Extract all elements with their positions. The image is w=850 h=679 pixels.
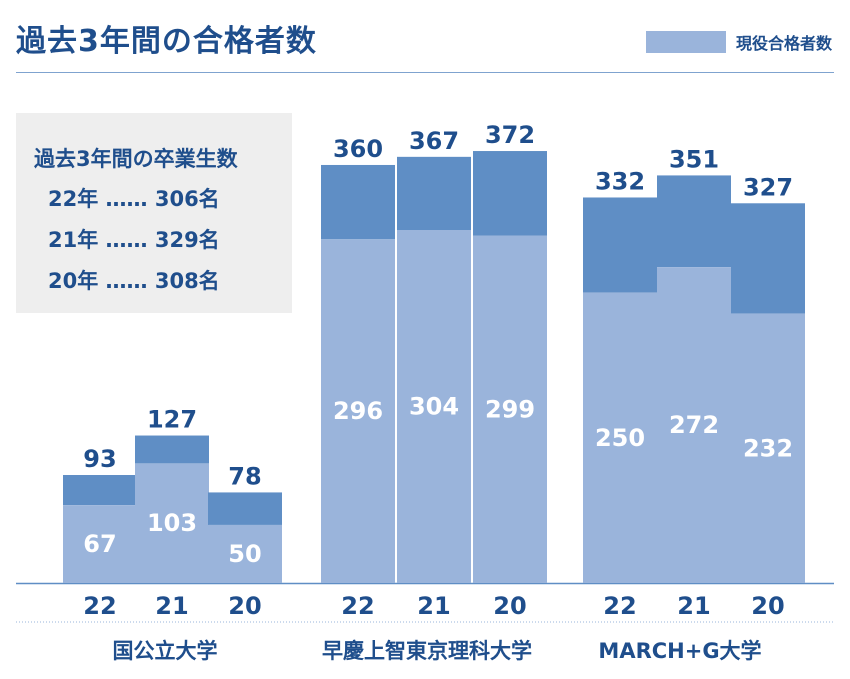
- bar-total-segment: [321, 164, 395, 240]
- year-tick-label: 22: [341, 592, 374, 620]
- year-tick-label: 21: [417, 592, 450, 620]
- total-label: 360: [333, 135, 383, 163]
- current-label: 296: [333, 397, 383, 425]
- bar-total-segment: [657, 175, 731, 268]
- current-label: 250: [595, 424, 645, 452]
- group-label: 国公立大学: [113, 639, 218, 663]
- total-label: 351: [669, 145, 719, 173]
- graduates-row-21: 21年 …… 329名: [48, 228, 220, 252]
- legend: 現役合格者数: [645, 30, 832, 54]
- current-label: 299: [485, 395, 535, 423]
- bar-total-segment: [731, 203, 805, 314]
- bar-total-segment: [135, 435, 209, 464]
- bar-current-segment: [135, 463, 209, 583]
- total-label: 327: [743, 173, 793, 201]
- graduates-row-20: 20年 …… 308名: [48, 269, 220, 293]
- bar-current-segment: [63, 505, 137, 583]
- total-label: 367: [409, 127, 459, 155]
- title-divider: [16, 72, 834, 73]
- graduates-box: 過去3年間の卒業生数 22年 …… 306名 21年 …… 329名 20年 ……: [16, 113, 292, 313]
- graduates-row-22: 22年 …… 306名: [48, 187, 220, 211]
- bar-total-segment: [397, 156, 471, 230]
- current-label: 67: [83, 530, 116, 558]
- total-label: 332: [595, 167, 645, 195]
- bar-total-segment: [583, 197, 657, 293]
- current-label: 304: [409, 392, 459, 420]
- total-label: 127: [147, 406, 197, 434]
- group-label: MARCH+G大学: [598, 639, 761, 663]
- chart-title: 過去3年間の合格者数: [16, 24, 317, 59]
- bar-current-segment: [321, 239, 395, 584]
- current-label: 50: [228, 540, 261, 568]
- bar-current-segment: [731, 313, 805, 583]
- year-tick-label: 20: [751, 592, 784, 620]
- year-tick-label: 21: [155, 592, 188, 620]
- bar-current-segment: [397, 229, 471, 584]
- year-tick-label: 22: [83, 592, 116, 620]
- year-tick-label: 21: [677, 592, 710, 620]
- year-tick-label: 22: [603, 592, 636, 620]
- legend-label: 現役合格者数: [735, 34, 832, 53]
- bar-current-segment: [583, 292, 657, 583]
- bar-total-segment: [63, 475, 137, 506]
- total-label: 372: [485, 121, 535, 149]
- total-label: 93: [83, 445, 116, 473]
- bar-total-segment: [208, 492, 282, 525]
- bar-total-segment: [473, 151, 547, 236]
- legend-swatch: [645, 31, 726, 53]
- year-tick-label: 20: [493, 592, 526, 620]
- current-label: 232: [743, 434, 793, 462]
- total-label: 78: [228, 462, 261, 490]
- group-label: 早慶上智東京理科大学: [322, 639, 532, 663]
- bar-current-segment: [208, 524, 282, 583]
- bar-current-segment: [657, 267, 731, 583]
- graduates-title: 過去3年間の卒業生数: [34, 147, 238, 171]
- current-label: 272: [669, 411, 719, 439]
- current-label: 103: [147, 509, 197, 537]
- year-tick-label: 20: [228, 592, 261, 620]
- bar-current-segment: [473, 235, 547, 583]
